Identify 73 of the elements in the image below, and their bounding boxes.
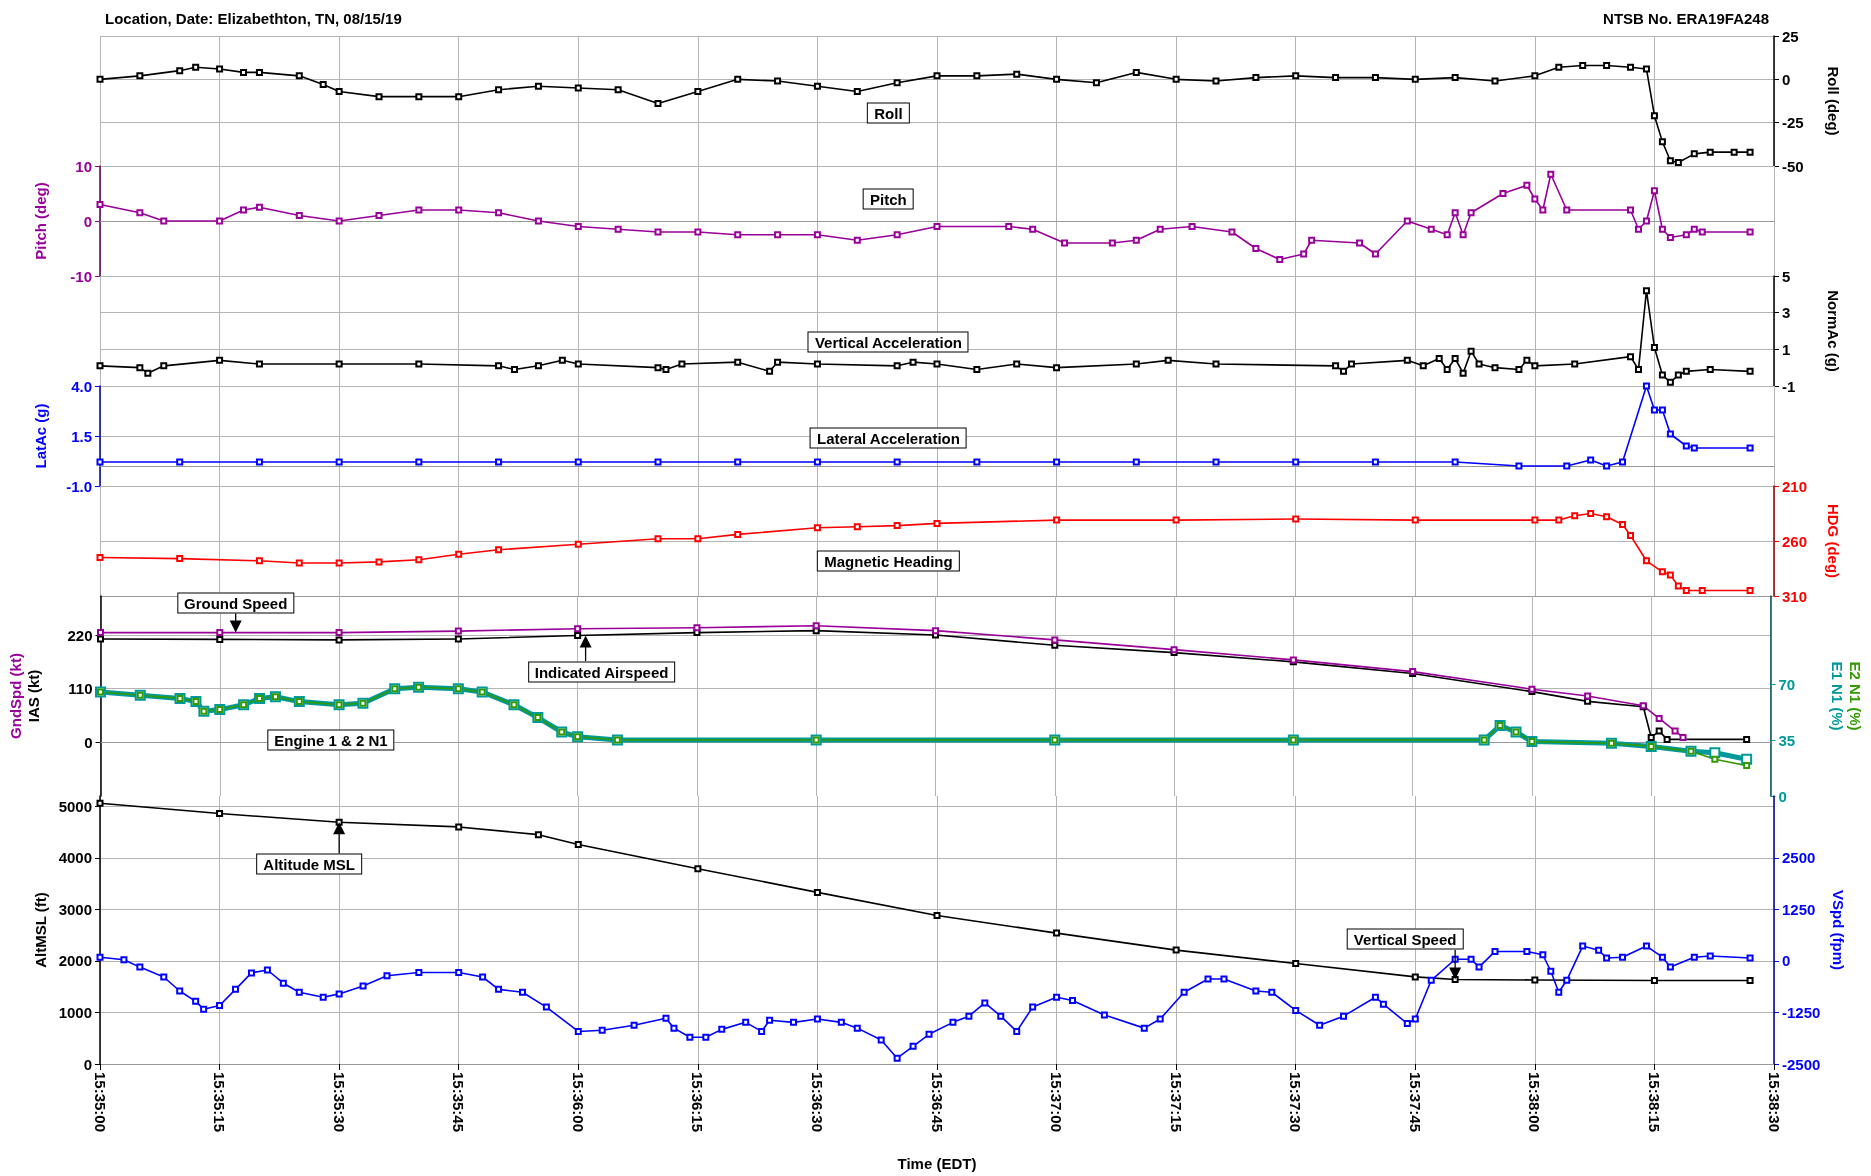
x-tick-label: 15:36:15: [689, 1072, 707, 1133]
y-tick-label: 220: [67, 626, 93, 644]
y-axis-title: LatAc (g): [32, 403, 49, 469]
y-tick-label: 5000: [58, 797, 92, 815]
x-tick-label: 15:38:30: [1765, 1072, 1783, 1133]
annotation: Vertical Speed: [1346, 928, 1464, 950]
x-tick-label: 15:35:15: [211, 1072, 229, 1133]
x-tick-label: 15:37:30: [1287, 1072, 1305, 1133]
x-tick-label: 15:35:30: [330, 1072, 348, 1133]
y2-tick-label: 3: [1782, 304, 1791, 322]
y-tick-label: 10: [75, 157, 92, 175]
x-tick-label: 15:38:15: [1645, 1072, 1663, 1133]
y-tick-label: 4.0: [71, 377, 92, 395]
y2-tick-label: 0: [1782, 70, 1791, 88]
y2-tick-label: 0: [1782, 952, 1791, 970]
y-axis-title: AltMSL (ft): [31, 892, 49, 968]
y-tick-label: 4000: [58, 849, 92, 867]
text: E2 N1 (%): [1847, 661, 1864, 731]
x-tick-label: 15:37:45: [1406, 1072, 1424, 1133]
annotation: Altitude MSL: [256, 853, 362, 875]
text: GndSpd (kt): [7, 653, 24, 739]
y2-tick-label: 1250: [1782, 900, 1816, 918]
annotation: Vertical Acceleration: [807, 331, 969, 353]
x-tick-label: 15:37:15: [1167, 1072, 1185, 1133]
x-tick-label: 15:35:00: [91, 1072, 109, 1133]
y2-tick-label: -1: [1782, 377, 1796, 395]
text: IAS (kt): [25, 669, 42, 723]
y-axis-title: Pitch (deg): [32, 182, 49, 260]
chart-subtitle: NTSB No. ERA19FA248: [1603, 10, 1770, 27]
annotation: Roll: [867, 102, 910, 124]
y2-axis-title: NormAc (g): [1825, 290, 1842, 372]
chart-title: Location, Date: Elizabethton, TN, 08/15/19: [105, 10, 402, 27]
y2-tick-label: 70: [1778, 675, 1796, 693]
x-tick-label: 15:37:00: [1048, 1072, 1066, 1133]
y-tick-label: -10: [70, 267, 92, 285]
y2-tick-label: 1: [1782, 340, 1791, 358]
y2-axis-title: VSpd (fpm): [1830, 890, 1848, 970]
x-tick-label: 15:38:00: [1526, 1072, 1544, 1133]
annotation: Indicated Airspeed: [527, 661, 676, 682]
annotation: Ground Speed: [177, 592, 295, 614]
y2-tick-label: -25: [1782, 114, 1804, 132]
x-tick-label: 15:36:45: [928, 1072, 946, 1133]
y2-tick-label: 260: [1782, 532, 1808, 550]
y2-axis-title: HDG (deg): [1825, 503, 1842, 579]
y2-tick-label: 5: [1782, 267, 1791, 285]
text: E1 N1 (%): [1829, 661, 1846, 731]
y2-tick-label: -1250: [1782, 1003, 1821, 1021]
annotation: Magnetic Heading: [817, 550, 960, 572]
y2-axis-title: Roll (deg): [1825, 66, 1842, 136]
annotation: Pitch: [863, 188, 914, 210]
annotation: Engine 1 & 2 N1: [267, 729, 395, 751]
y2-tick-label: -2500: [1782, 1055, 1821, 1073]
y-tick-label: 3000: [58, 900, 92, 918]
x-tick-label: 15:35:45: [450, 1072, 468, 1133]
y-tick-label: 1.5: [71, 427, 92, 445]
y2-tick-label: 0: [1778, 787, 1787, 805]
y-tick-label: 0: [84, 733, 93, 751]
y2-tick-label: 210: [1782, 477, 1808, 495]
y2-tick-label: -50: [1782, 157, 1804, 175]
x-tick-label: 15:36:00: [569, 1072, 587, 1133]
annotation: Lateral Acceleration: [810, 427, 967, 449]
y2-tick-label: 2500: [1782, 849, 1816, 867]
y-tick-label: 0: [83, 1055, 92, 1073]
x-tick-label: 15:36:30: [808, 1072, 826, 1133]
y-tick-label: -1.0: [66, 477, 92, 495]
x-axis-title: Time (EDT): [897, 1155, 977, 1172]
y2-tick-label: 25: [1782, 27, 1799, 45]
y-tick-label: 0: [83, 212, 92, 230]
y2-tick-label: 35: [1778, 731, 1796, 749]
y-tick-label: 2000: [58, 952, 92, 970]
y-tick-label: 1000: [58, 1003, 92, 1021]
y-tick-label: 110: [68, 680, 93, 698]
y2-tick-label: 310: [1782, 587, 1808, 605]
